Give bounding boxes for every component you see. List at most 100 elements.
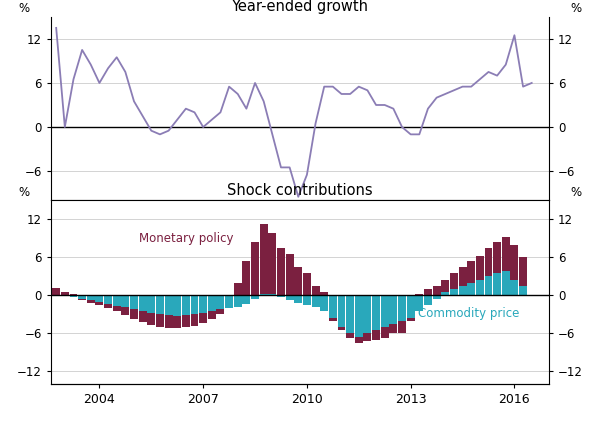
Bar [260, 224, 268, 294]
Bar [311, 286, 320, 295]
Bar [320, 295, 328, 311]
Bar [303, 273, 311, 295]
Bar [441, 280, 449, 292]
Bar [407, 295, 415, 318]
Bar [329, 295, 337, 318]
Bar [311, 295, 320, 307]
Bar [277, 295, 285, 298]
Bar [511, 245, 518, 280]
Bar [148, 313, 155, 325]
Bar [191, 295, 199, 314]
Bar [61, 295, 69, 296]
Bar [164, 315, 173, 327]
Bar [485, 276, 493, 295]
Bar [458, 267, 467, 286]
Bar [286, 295, 293, 300]
Bar [164, 295, 173, 315]
Bar [303, 295, 311, 305]
Bar [511, 280, 518, 295]
Bar [364, 333, 371, 341]
Bar [182, 315, 190, 327]
Bar [450, 273, 458, 289]
Bar [415, 294, 423, 295]
Text: %: % [19, 2, 30, 15]
Bar [104, 304, 112, 308]
Bar [61, 292, 69, 295]
Bar [493, 273, 501, 295]
Bar [260, 294, 268, 295]
Bar [458, 286, 467, 295]
Bar [398, 321, 406, 333]
Bar [173, 316, 181, 328]
Bar [467, 283, 475, 295]
Bar [251, 295, 259, 299]
Bar [139, 295, 146, 311]
Bar [355, 337, 363, 343]
Bar [199, 313, 207, 323]
Bar [217, 295, 224, 309]
Bar [139, 311, 146, 322]
Bar [173, 295, 181, 316]
Bar [338, 327, 346, 330]
Bar [433, 286, 440, 295]
Bar [217, 309, 224, 314]
Bar [87, 300, 95, 303]
Bar [242, 295, 250, 304]
Bar [277, 248, 285, 295]
Bar [346, 295, 354, 333]
Bar [121, 295, 130, 307]
Bar [225, 295, 233, 308]
Bar [234, 283, 242, 295]
Bar [130, 295, 138, 309]
Bar [95, 295, 103, 302]
Bar [156, 314, 164, 327]
Bar [493, 241, 501, 273]
Bar [78, 299, 86, 300]
Bar [113, 295, 121, 306]
Bar [476, 256, 484, 280]
Text: %: % [570, 186, 581, 199]
Bar [251, 242, 259, 295]
Bar [268, 294, 277, 295]
Bar [355, 295, 363, 337]
Bar [407, 318, 415, 321]
Bar [372, 295, 380, 330]
Bar [242, 261, 250, 295]
Bar [346, 333, 354, 338]
Bar [95, 302, 103, 305]
Bar [294, 295, 302, 303]
Bar [519, 257, 527, 286]
Bar [381, 327, 389, 338]
Bar [121, 307, 130, 315]
Bar [148, 295, 155, 313]
Bar [286, 254, 293, 295]
Text: %: % [19, 186, 30, 199]
Text: Monetary policy: Monetary policy [139, 232, 233, 245]
Bar [329, 318, 337, 321]
Bar [208, 295, 216, 311]
Bar [450, 289, 458, 295]
Bar [208, 311, 216, 319]
Bar [182, 295, 190, 315]
Bar [433, 295, 440, 299]
Bar [70, 295, 77, 298]
Bar [415, 295, 423, 311]
Bar [130, 309, 138, 319]
Title: Year-ended growth: Year-ended growth [232, 0, 368, 14]
Bar [519, 286, 527, 295]
Bar [389, 295, 397, 324]
Bar [52, 288, 60, 295]
Bar [381, 295, 389, 327]
Bar [320, 292, 328, 295]
Bar [364, 295, 371, 333]
Bar [485, 248, 493, 276]
Bar [78, 295, 86, 299]
Bar [70, 294, 77, 295]
Bar [268, 233, 277, 294]
Bar [294, 267, 302, 295]
Bar [389, 324, 397, 333]
Bar [156, 295, 164, 314]
Text: Commodity price: Commodity price [418, 307, 519, 319]
Bar [338, 295, 346, 327]
Title: Shock contributions: Shock contributions [227, 183, 373, 198]
